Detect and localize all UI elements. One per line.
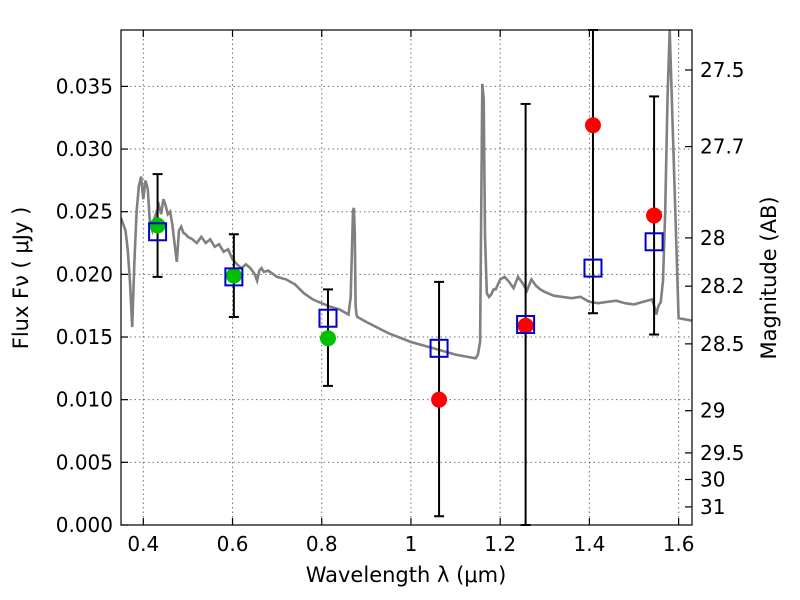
data-point [584,117,601,134]
right-y-axis-label: Magnitude (AB) [757,196,781,359]
model-point [644,232,664,252]
right-y-tick-label: 27.5 [700,58,745,82]
model-spectrum [121,30,692,360]
y-tick-label: 0.025 [56,200,113,224]
y-tick-label: 0.010 [56,388,113,412]
photometry-points [148,117,664,408]
data-point [431,391,448,408]
y-tick-label: 0.005 [56,450,113,474]
data-point [517,317,534,334]
x-tick-label: 0.6 [217,532,249,556]
axes [120,29,693,526]
right-y-tick-label: 27.7 [700,135,745,159]
right-y-tick-label: 31 [700,495,725,519]
model-point [148,222,168,242]
y-tick-label: 0.015 [56,325,113,349]
model-point [224,267,244,287]
y-tick-label: 0.000 [56,513,113,537]
model-point [516,314,536,334]
x-tick-label: 1.4 [573,532,605,556]
data-point [646,207,663,224]
x-tick-label: 1.2 [484,532,516,556]
right-y-tick-label: 29 [700,399,725,423]
model-spectrum-line [121,30,692,360]
model-point [583,258,603,278]
x-tick-label: 1.6 [663,532,695,556]
data-point [319,330,336,347]
tick-labels: 0.4 0.6 0.8 1 1.2 1.4 1.6 0.000 0.005 0.010 0.015 0… [56,58,745,556]
y-tick-label: 0.030 [56,137,113,161]
plot-frame [120,29,693,526]
x-axis-label: Wavelength λ (μm) [306,563,507,587]
right-y-tick-label: 28.5 [700,332,745,356]
y-tick-label: 0.035 [56,74,113,98]
y-tick-label: 0.020 [56,262,113,286]
data-point [225,267,242,284]
model-point [318,308,338,328]
data-point [149,217,166,234]
right-y-tick-label: 29.5 [700,441,745,465]
right-y-tick-label: 30 [700,468,725,492]
right-y-tick-label: 28 [700,226,725,250]
x-tick-label: 1 [405,532,418,556]
y-axis-label: Flux Fν ( μJy ) [9,207,33,350]
x-tick-label: 0.8 [306,532,338,556]
right-y-tick-label: 28.2 [700,274,745,298]
model-point [429,338,449,358]
grid [121,30,692,526]
x-tick-label: 0.4 [127,532,159,556]
